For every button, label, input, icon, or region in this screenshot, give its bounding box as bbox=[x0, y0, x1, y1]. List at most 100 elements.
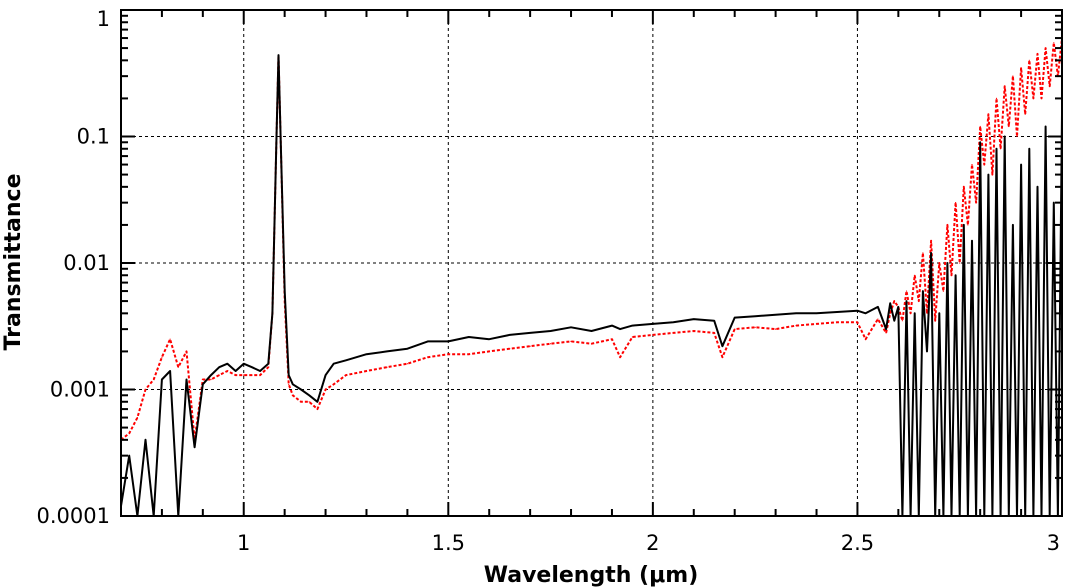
data-point bbox=[815, 312, 818, 314]
data-point bbox=[169, 338, 171, 340]
data-point bbox=[235, 370, 237, 372]
data-point bbox=[1028, 148, 1030, 150]
data-point bbox=[922, 252, 924, 254]
data-point bbox=[243, 363, 245, 365]
y-axis-label: Transmittance bbox=[1, 173, 26, 350]
data-point bbox=[136, 417, 138, 419]
data-point bbox=[210, 374, 212, 376]
data-point bbox=[226, 370, 228, 372]
data-point bbox=[926, 350, 928, 352]
data-point bbox=[914, 274, 916, 276]
data-point bbox=[488, 338, 490, 340]
data-point bbox=[995, 97, 998, 99]
x-tick-label: 2.5 bbox=[841, 531, 874, 555]
data-point bbox=[877, 306, 879, 308]
data-point bbox=[905, 300, 908, 302]
data-point bbox=[901, 320, 904, 322]
data-point bbox=[865, 338, 867, 340]
data-point bbox=[885, 332, 887, 334]
data-point bbox=[333, 383, 335, 385]
data-point bbox=[235, 374, 237, 376]
tick-marks bbox=[120, 9, 1063, 517]
data-point bbox=[922, 290, 924, 292]
data-point bbox=[754, 326, 756, 328]
data-point bbox=[856, 310, 859, 312]
data-point bbox=[836, 321, 838, 323]
data-point bbox=[284, 290, 286, 292]
data-point bbox=[975, 202, 977, 204]
data-point bbox=[1012, 75, 1014, 77]
data-point bbox=[955, 202, 957, 204]
data-point bbox=[865, 312, 867, 314]
data-point bbox=[930, 252, 932, 254]
y-tick-label: 0.01 bbox=[63, 251, 110, 275]
data-point bbox=[468, 353, 470, 355]
data-point bbox=[316, 401, 318, 403]
data-point bbox=[959, 262, 961, 264]
data-point bbox=[987, 174, 990, 176]
data-point bbox=[153, 378, 155, 381]
data-point bbox=[1012, 224, 1014, 226]
data-point bbox=[914, 312, 916, 314]
data-point bbox=[277, 54, 280, 56]
data-point bbox=[1036, 186, 1039, 188]
data-point bbox=[365, 353, 368, 355]
data-point bbox=[226, 363, 228, 365]
data-point bbox=[529, 345, 531, 347]
data-point bbox=[963, 224, 965, 226]
data-point bbox=[292, 394, 294, 396]
data-point bbox=[893, 300, 895, 302]
data-point bbox=[885, 328, 887, 330]
data-point bbox=[979, 125, 981, 128]
data-point bbox=[713, 320, 715, 322]
data-point bbox=[161, 378, 163, 381]
data-point bbox=[979, 141, 981, 143]
data-point bbox=[161, 356, 163, 358]
data-point bbox=[1053, 42, 1055, 44]
data-point bbox=[693, 318, 695, 320]
data-point bbox=[619, 328, 621, 330]
data-point bbox=[185, 378, 188, 381]
data-point bbox=[889, 312, 891, 314]
y-tick-label: 0.0001 bbox=[37, 504, 110, 528]
data-point bbox=[1020, 164, 1022, 166]
data-point bbox=[1004, 85, 1006, 87]
data-point bbox=[856, 321, 859, 323]
data-point bbox=[271, 312, 273, 314]
data-point bbox=[218, 366, 220, 368]
data-point bbox=[775, 314, 777, 316]
x-axis-label: Wavelength (μm) bbox=[484, 563, 699, 588]
data-point bbox=[1040, 97, 1043, 99]
data-point bbox=[713, 332, 715, 334]
data-point bbox=[194, 446, 196, 448]
data-point bbox=[275, 135, 278, 138]
x-tick-label: 3 bbox=[1047, 531, 1060, 555]
data-point bbox=[918, 300, 920, 302]
series-line-1 bbox=[120, 37, 1063, 441]
series-layer bbox=[120, 37, 1063, 517]
data-point bbox=[144, 439, 147, 441]
data-point bbox=[169, 370, 171, 372]
data-point bbox=[218, 374, 220, 376]
data-point bbox=[889, 302, 891, 304]
data-point bbox=[288, 374, 290, 376]
data-point bbox=[488, 350, 490, 352]
data-point bbox=[550, 343, 552, 345]
data-point bbox=[259, 374, 261, 376]
data-point bbox=[202, 378, 204, 381]
data-point bbox=[619, 356, 621, 358]
data-point bbox=[995, 148, 998, 150]
data-point bbox=[1045, 125, 1047, 128]
data-point bbox=[447, 340, 449, 342]
data-point bbox=[754, 315, 756, 317]
data-point bbox=[259, 370, 261, 372]
data-point bbox=[325, 374, 327, 376]
data-point bbox=[938, 312, 940, 314]
data-point bbox=[202, 383, 204, 385]
data-point bbox=[971, 164, 973, 166]
tick-labels: 1 1.5 2 2.5 3 0.0001 0.001 0.01 0.1 1 bbox=[37, 7, 1060, 555]
data-point bbox=[406, 363, 408, 365]
data-point bbox=[983, 164, 985, 166]
data-point bbox=[611, 338, 613, 340]
data-point bbox=[251, 374, 253, 376]
